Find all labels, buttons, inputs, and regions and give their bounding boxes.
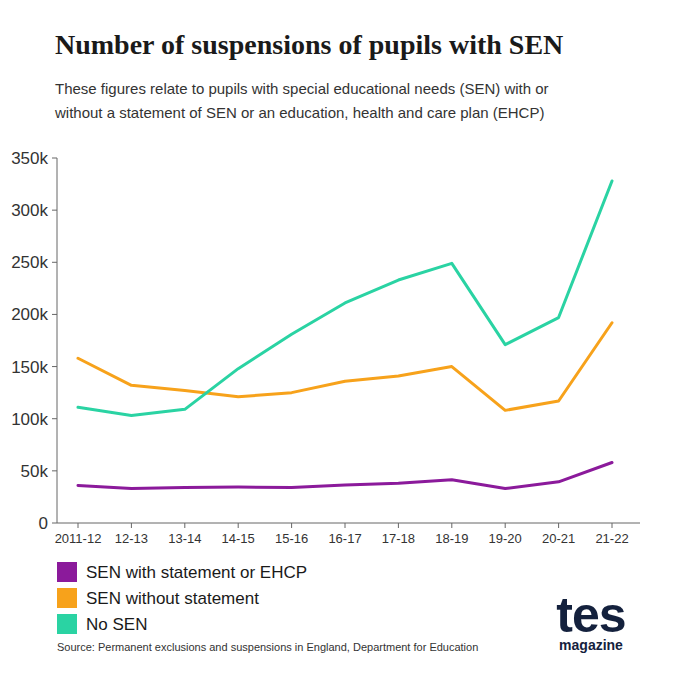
x-tick — [558, 523, 559, 528]
logo: tes — [556, 587, 625, 643]
x-tick-label: 16-17 — [328, 531, 361, 546]
series-line — [78, 323, 612, 411]
y-tick — [52, 262, 57, 263]
x-tick — [612, 523, 613, 528]
plot-area — [78, 181, 612, 489]
x-tick — [184, 523, 185, 528]
x-tick — [238, 523, 239, 528]
y-tick — [52, 470, 57, 471]
x-tick — [398, 523, 399, 528]
y-tick — [52, 523, 57, 524]
y-tick-label: 150k — [11, 358, 48, 377]
y-tick-label: 300k — [11, 201, 48, 220]
x-tick-label: 15-16 — [275, 531, 308, 546]
y-tick-label: 250k — [11, 253, 48, 272]
legend-swatch — [57, 614, 77, 634]
y-axis — [57, 158, 58, 523]
x-tick-label: 2011-12 — [55, 531, 102, 546]
subtitle: These figures relate to pupils with spec… — [55, 80, 549, 97]
logo-subtext: magazine — [559, 637, 623, 653]
source: Source: Permanent exclusions and suspens… — [57, 641, 478, 653]
y-tick-label: 350k — [11, 149, 48, 168]
x-axis — [57, 523, 640, 524]
series-line — [78, 181, 612, 416]
y-tick — [52, 210, 57, 211]
x-tick — [291, 523, 292, 528]
x-tick — [78, 523, 79, 528]
y-tick-label: 200k — [11, 305, 48, 324]
y-tick-label: 100k — [11, 410, 48, 429]
title: Number of suspensions of pupils with SEN — [55, 29, 563, 60]
y-tick — [52, 314, 57, 315]
x-tick — [345, 523, 346, 528]
background — [0, 0, 684, 684]
legend-label: No SEN — [86, 615, 147, 634]
legend-swatch — [57, 562, 77, 582]
x-tick-label: 17-18 — [382, 531, 415, 546]
x-tick-label: 14-15 — [222, 531, 255, 546]
x-tick-label: 13-14 — [168, 531, 201, 546]
x-tick-label: 20-21 — [542, 531, 575, 546]
y-tick — [52, 366, 57, 367]
x-tick — [505, 523, 506, 528]
y-tick — [52, 158, 57, 159]
y-tick-label: 0 — [39, 514, 48, 533]
y-tick-label: 50k — [21, 462, 49, 481]
legend-swatch — [57, 588, 77, 608]
x-tick-label: 12-13 — [115, 531, 148, 546]
x-tick-label: 21-22 — [595, 531, 628, 546]
x-tick-label: 18-19 — [435, 531, 468, 546]
x-tick — [131, 523, 132, 528]
y-tick — [52, 418, 57, 419]
legend-label: SEN with statement or EHCP — [86, 563, 307, 582]
series-line — [78, 463, 612, 489]
x-tick — [451, 523, 452, 528]
x-tick-label: 19-20 — [489, 531, 522, 546]
subtitle: without a statement of SEN or an educati… — [54, 104, 544, 121]
legend-label: SEN without statement — [86, 589, 259, 608]
chart: Number of suspensions of pupils with SEN… — [0, 0, 684, 684]
